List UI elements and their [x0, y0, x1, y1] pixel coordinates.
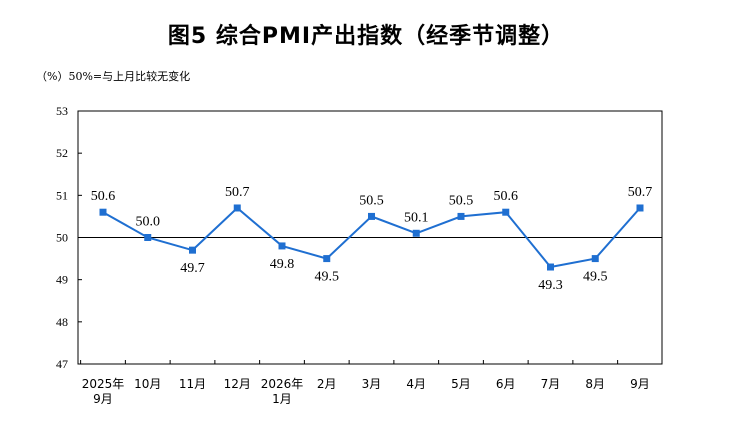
data-point-marker	[591, 255, 599, 263]
data-label: 49.5	[315, 270, 340, 285]
y-tick-label: 51	[56, 188, 68, 202]
data-point-marker	[189, 246, 196, 254]
data-label: 49.3	[538, 278, 563, 293]
x-tick-label: 2026年 1月	[261, 377, 304, 406]
data-label: 50.6	[91, 189, 116, 204]
data-point-marker	[502, 208, 510, 216]
y-tick-label: 49	[56, 273, 68, 287]
x-tick-label: 9月	[630, 377, 650, 391]
y-tick-label: 50	[56, 231, 68, 245]
data-label: 50.5	[359, 193, 384, 208]
data-point-marker	[144, 234, 152, 241]
data-point-marker	[457, 212, 465, 220]
data-label: 50.0	[136, 215, 161, 230]
data-label: 49.5	[583, 270, 608, 285]
data-point-marker	[278, 242, 286, 250]
unit-note: （%）50%=与上月比较无变化	[36, 70, 191, 83]
x-tick-label: 5月	[451, 377, 471, 391]
data-label: 50.6	[494, 189, 519, 204]
y-tick-label: 47	[56, 357, 68, 371]
x-tick-label: 12月	[224, 377, 251, 391]
data-label: 50.7	[225, 185, 250, 200]
data-label: 50.1	[404, 210, 429, 225]
x-tick-label: 8月	[585, 377, 605, 391]
x-tick-label: 2月	[317, 377, 337, 391]
data-label: 50.5	[449, 193, 474, 208]
y-tick-label: 53	[56, 104, 68, 118]
y-tick-label: 48	[56, 315, 68, 329]
data-label: 49.7	[180, 261, 205, 276]
data-point-marker	[233, 204, 241, 212]
data-point-marker	[99, 208, 107, 216]
x-tick-label: 11月	[179, 377, 206, 391]
x-tick-label: 4月	[406, 377, 426, 391]
x-tick-label: 7月	[541, 377, 561, 391]
data-point-marker	[323, 255, 331, 263]
chart-title: 图5 综合PMI产出指数（经季节调整）	[167, 24, 565, 49]
y-tick-label: 52	[56, 146, 68, 160]
data-point-marker	[368, 212, 375, 220]
data-label: 50.7	[628, 185, 653, 200]
x-tick-label: 6月	[496, 377, 516, 391]
data-point-marker	[636, 204, 644, 212]
data-point-marker	[412, 229, 420, 237]
x-tick-label: 10月	[134, 377, 161, 391]
data-point-marker	[547, 263, 554, 271]
data-label: 49.8	[270, 257, 295, 272]
x-tick-label: 2025年 9月	[82, 377, 125, 406]
x-tick-label: 3月	[362, 377, 382, 391]
